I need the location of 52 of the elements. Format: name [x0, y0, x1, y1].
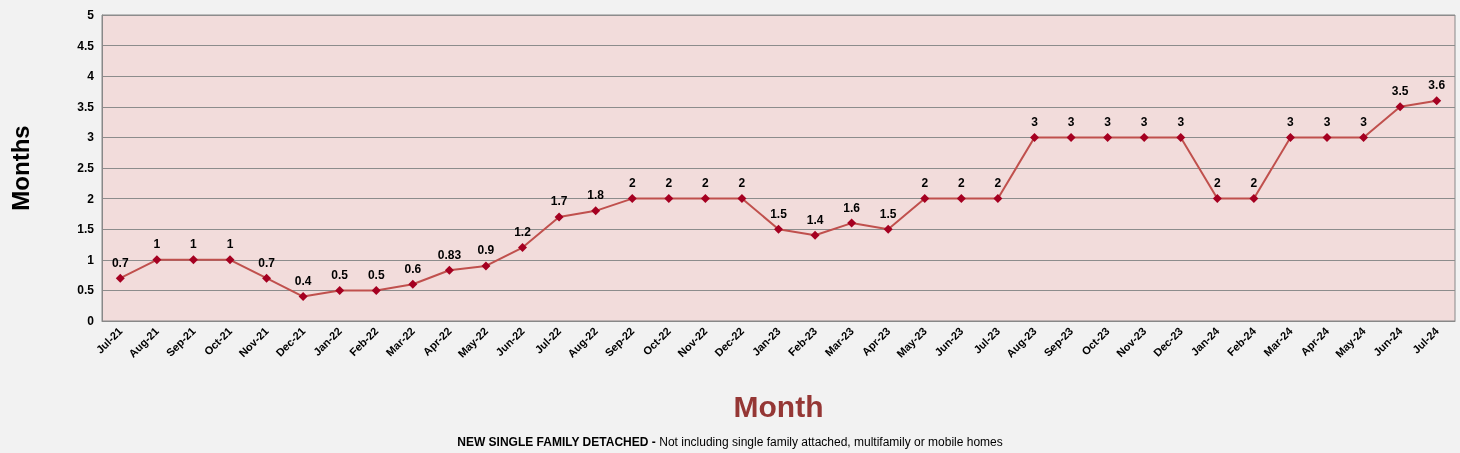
data-label: 3	[1067, 114, 1075, 129]
data-label: 2	[738, 176, 746, 191]
data-label: 1.7	[550, 194, 568, 209]
text: NEW SINGLE FAMILY DETACHED -	[457, 435, 656, 449]
data-label: 0.4	[294, 274, 312, 289]
data-label: 0.5	[367, 267, 385, 282]
data-label: 2	[921, 176, 929, 191]
data-label: 3.5	[1391, 84, 1409, 99]
data-label: 3	[1031, 114, 1039, 129]
y-tick-label: 3.5	[77, 99, 95, 114]
data-label: 0.7	[258, 255, 276, 270]
data-label: 1	[190, 237, 198, 252]
y-tick-label: 2	[87, 191, 95, 206]
data-label: 3	[1104, 114, 1112, 129]
data-label: 3	[1140, 114, 1148, 129]
y-tick-label: 4	[87, 69, 95, 84]
y-axis-title: Months	[6, 125, 34, 211]
data-label: 3	[1287, 114, 1295, 129]
y-tick-label: 4.5	[77, 38, 95, 53]
y-tick-label: 0.5	[77, 283, 95, 298]
data-label: 2	[665, 176, 673, 191]
data-label: 0.9	[477, 243, 495, 258]
y-tick-label: 2.5	[77, 161, 95, 175]
x-axis-title: Month	[733, 389, 824, 423]
data-label: 2	[957, 176, 965, 191]
data-label: 2	[702, 176, 710, 191]
y-tick-label: 5	[87, 8, 95, 22]
data-label: 1.6	[843, 200, 861, 215]
data-label: 1.4	[806, 212, 824, 227]
data-label: 3	[1323, 114, 1331, 129]
data-label: 2	[1250, 176, 1258, 191]
data-label: 1	[226, 237, 234, 252]
y-tick-label: 0	[87, 314, 95, 328]
data-label: 3	[1177, 114, 1185, 129]
data-label: 3.6	[1428, 78, 1446, 93]
data-label: 0.6	[404, 261, 422, 276]
y-tick-label: 1.5	[77, 222, 95, 237]
data-label: 1.5	[879, 206, 897, 221]
data-label: 2	[994, 176, 1002, 191]
data-label: 1	[153, 237, 161, 252]
data-label: 1.8	[587, 188, 605, 203]
data-label: 3	[1360, 114, 1368, 129]
text: Not including single family attached, multifamily or mobile homes	[659, 435, 1003, 449]
data-label: 1.5	[770, 206, 788, 221]
data-label: 0.5	[331, 267, 349, 282]
data-label: 1.2	[514, 225, 532, 240]
data-label: 2	[1213, 176, 1221, 191]
data-label: 2	[628, 176, 636, 191]
y-tick-label: 1	[87, 252, 95, 267]
data-label: 0.83	[437, 247, 462, 262]
y-tick-label: 3	[87, 130, 95, 145]
data-label: 0.7	[111, 255, 129, 270]
